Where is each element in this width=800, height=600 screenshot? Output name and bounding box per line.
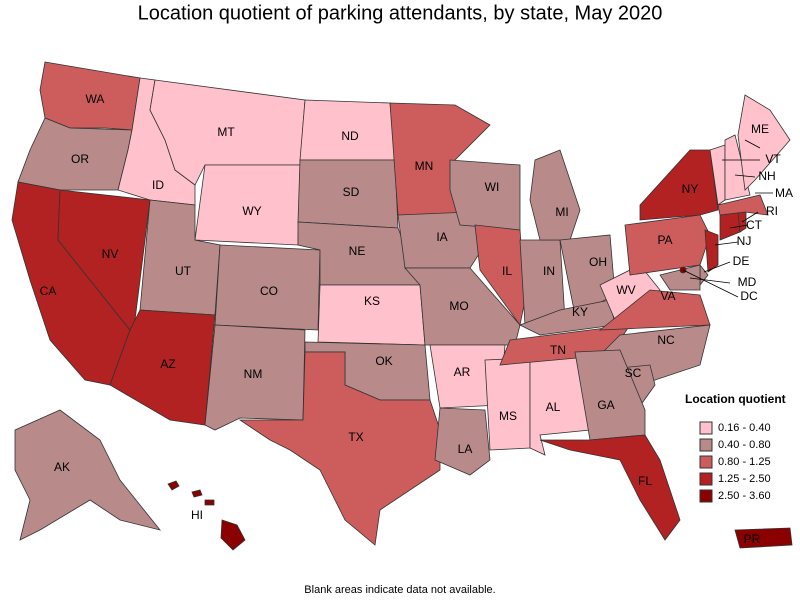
state-shape	[214, 244, 321, 331]
states	[11, 61, 793, 551]
legend-swatch	[699, 421, 713, 435]
state-label: LA	[458, 442, 473, 456]
state-label: FL	[638, 474, 652, 488]
state-label: SD	[343, 185, 360, 199]
state-label: MA	[775, 186, 793, 200]
state-shape	[539, 434, 681, 541]
leader-lines	[682, 139, 773, 298]
state-label: WV	[616, 283, 635, 297]
state-label: MO	[449, 299, 468, 313]
state-label: AZ	[160, 357, 175, 371]
state-shape	[724, 134, 751, 201]
legend-label: 1.25 - 2.50	[718, 473, 771, 485]
state-label: KY	[572, 305, 588, 319]
state-shape	[737, 94, 791, 191]
state-shape	[449, 159, 521, 231]
state-shape	[238, 351, 441, 546]
footnote: Blank areas indicate data not available.	[304, 584, 495, 596]
state-label: MS	[499, 409, 517, 423]
state-shape	[474, 224, 526, 326]
state-label: MD	[738, 275, 757, 289]
legend-label: 2.50 - 3.60	[718, 490, 771, 502]
state-label: HI	[191, 508, 203, 522]
state-label: NM	[244, 367, 263, 381]
state-label: VT	[765, 152, 781, 166]
state-label: CT	[746, 218, 763, 232]
state-label: DE	[733, 254, 750, 268]
state-label: KS	[364, 294, 380, 308]
state-shape	[659, 264, 701, 291]
state-label: AL	[546, 400, 561, 414]
state-label: NV	[102, 247, 119, 261]
state-shape	[204, 324, 306, 431]
legend-label: 0.40 - 0.80	[718, 439, 771, 451]
state-label: MN	[415, 159, 434, 173]
state-label: NY	[682, 182, 699, 196]
legend-swatch	[699, 472, 713, 486]
legend: Location quotient 0.16 - 0.40 0.40 - 0.80…	[685, 392, 786, 503]
state-label: AR	[454, 365, 471, 379]
state-label: CA	[40, 284, 57, 298]
state-shape	[434, 407, 491, 476]
state-label: GA	[597, 398, 614, 412]
state-label: IL	[502, 264, 512, 278]
state-labels: WA OR CA NV ID MT WY UT AZ CO NM ND SD N…	[40, 92, 793, 546]
state-label: MT	[217, 125, 235, 139]
state-label: NJ	[737, 234, 752, 248]
state-label: NE	[349, 244, 366, 258]
state-shape	[624, 214, 711, 276]
state-label: OK	[375, 354, 392, 368]
legend-title: Location quotient	[685, 392, 786, 406]
legend-swatch	[699, 455, 713, 469]
state-shape	[574, 349, 646, 441]
state-label: MI	[555, 205, 568, 219]
state-label: IN	[543, 264, 555, 278]
state-label: TN	[550, 343, 566, 357]
state-label: ND	[341, 129, 359, 143]
state-shape	[598, 289, 711, 331]
state-shape	[109, 309, 216, 426]
legend-label: 0.16 - 0.40	[718, 422, 771, 434]
state-label: ME	[751, 122, 769, 136]
state-shape	[167, 480, 246, 551]
state-label: OR	[71, 152, 89, 166]
state-label: NC	[657, 333, 675, 347]
legend-swatch	[699, 489, 713, 503]
state-shape	[717, 194, 769, 216]
state-label: WY	[242, 204, 261, 218]
state-label: AK	[54, 460, 70, 474]
state-label: RI	[766, 204, 778, 218]
state-shape	[484, 357, 531, 451]
state-label: ID	[152, 178, 164, 192]
state-label: OH	[589, 255, 607, 269]
state-label: CO	[260, 284, 278, 298]
state-shape	[14, 409, 162, 541]
state-label: NH	[758, 169, 775, 183]
state-shape	[529, 149, 581, 241]
state-label: PA	[657, 233, 672, 247]
state-shape	[599, 264, 661, 321]
state-label: WA	[86, 92, 105, 106]
state-label: DC	[740, 289, 758, 303]
legend-swatch	[699, 438, 713, 452]
map-title: Location quotient of parking attendants,…	[138, 2, 663, 24]
state-label: PR	[744, 532, 761, 546]
state-label: TX	[348, 430, 363, 444]
state-label: IA	[436, 230, 447, 244]
state-shape	[704, 229, 719, 273]
state-label: VA	[660, 289, 675, 303]
legend-label: 0.80 - 1.25	[718, 456, 771, 468]
state-shape	[639, 149, 719, 221]
state-label: WI	[485, 180, 500, 194]
state-label: SC	[625, 366, 642, 380]
state-label: UT	[175, 264, 192, 278]
state-shape	[734, 527, 793, 549]
